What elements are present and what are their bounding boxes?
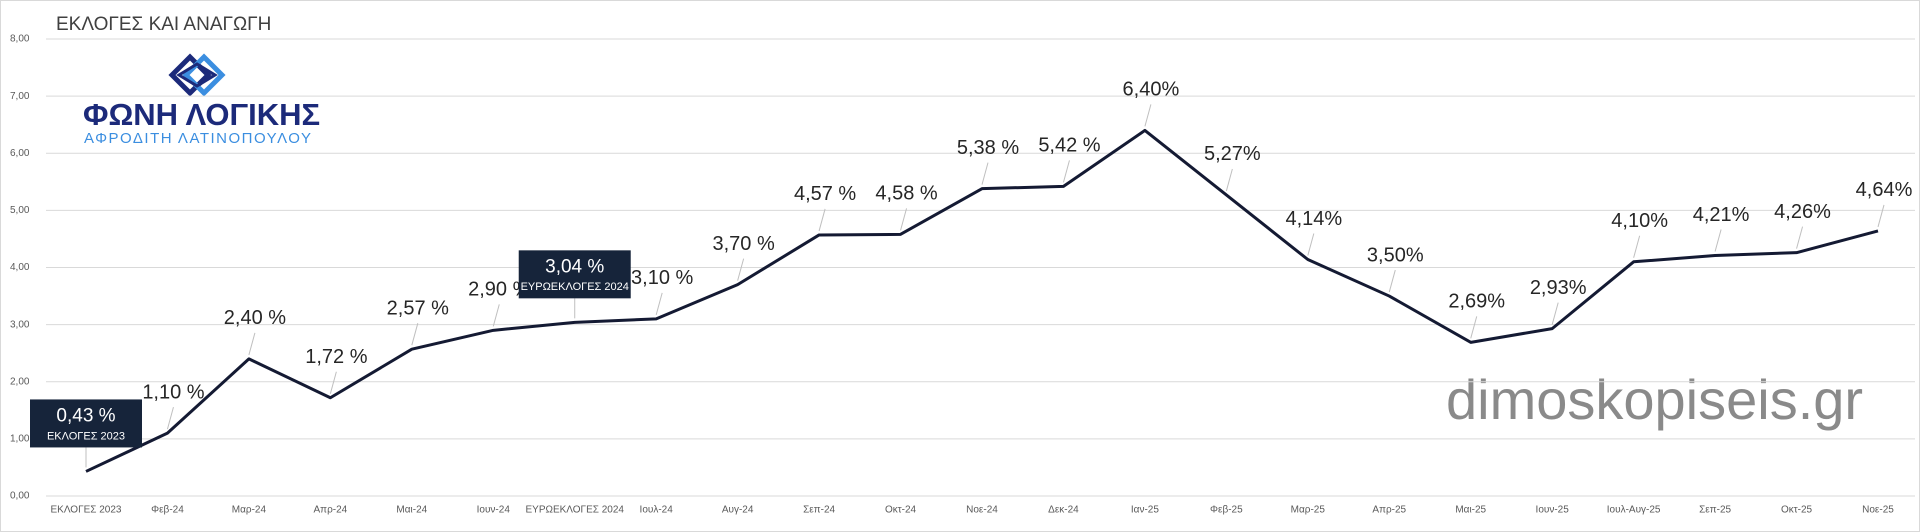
data-label: 4,57 % (794, 183, 856, 205)
data-line (85, 128, 1879, 473)
data-label: 5,38 % (957, 137, 1019, 159)
y-tick-label: 7,00 (10, 91, 30, 102)
x-tick-label: Φεβ-24 (151, 505, 184, 516)
y-tick-label: 2,00 (10, 376, 30, 387)
leader-line (1144, 104, 1152, 127)
x-tick-label: Απρ-24 (314, 505, 348, 516)
x-tick-label: Οκτ-24 (885, 505, 917, 516)
y-tick-label: 0,00 (10, 491, 30, 502)
y-tick-label: 6,00 (10, 148, 30, 159)
y-tick-label: 3,00 (10, 319, 30, 330)
x-tick-label: Ιουν-25 (1536, 505, 1570, 516)
leader-line (492, 304, 500, 327)
x-tick-label: Ιουν-24 (477, 505, 511, 516)
leader-line (166, 407, 174, 430)
data-label: 4,21% (1693, 204, 1750, 226)
x-tick-label: Απρ-25 (1372, 505, 1406, 516)
y-tick-label: 4,00 (10, 262, 30, 273)
x-tick-label: Μαρ-25 (1291, 505, 1326, 516)
x-tick-label: Μαι-24 (396, 505, 427, 516)
logo-subtitle: ΑΦΡΟΔΙΤΗ ΛΑΤΙΝΟΠΟΥΛΟΥ (84, 130, 312, 147)
leader-line (1714, 229, 1722, 252)
leader-line (1388, 269, 1396, 293)
x-tick-label: Ιουλ-24 (640, 505, 674, 516)
data-label: 2,93% (1530, 277, 1587, 299)
leader-line (411, 323, 419, 346)
x-tick-label: Ιουλ-Αυγ-25 (1607, 505, 1661, 516)
leader-line (248, 332, 256, 356)
x-tick-label: Μαρ-24 (232, 505, 267, 516)
data-label: 4,10% (1611, 210, 1668, 232)
logo: ΦΩΝΗ ΛΟΓΙΚΗΣ ΑΦΡΟΔΙΤΗ ΛΑΤΙΝΟΠΟΥΛΟΥ (83, 53, 320, 147)
leader-line (1633, 235, 1641, 258)
leader-line (1307, 233, 1315, 256)
x-tick-label: Δεκ-24 (1048, 505, 1079, 516)
leader-line (1796, 226, 1804, 249)
data-label: 1,72 % (305, 346, 367, 368)
leader-line (1225, 168, 1233, 192)
leader-line (1062, 160, 1070, 183)
data-label: 4,14% (1285, 208, 1342, 230)
leader-line (818, 208, 826, 232)
logo-title: ΦΩΝΗ ΛΟΓΙΚΗΣ (83, 97, 320, 132)
data-label: 5,42 % (1038, 135, 1100, 157)
data-label: 3,70 % (713, 233, 775, 255)
data-label: 4,64% (1856, 179, 1913, 201)
x-tick-label: Σεπ-25 (1699, 505, 1731, 516)
leader-line (329, 371, 337, 394)
data-label: 6,40% (1123, 79, 1180, 101)
x-tick-label: Σεπ-24 (803, 505, 835, 516)
data-label: 3,04 % (545, 256, 604, 277)
x-tick-label: Φεβ-25 (1210, 505, 1243, 516)
x-tick-label: ΕΚΛΟΓΕΣ 2023 (51, 505, 122, 516)
data-label: 2,90 % (468, 279, 530, 301)
chart-title: ΕΚΛΟΓΕΣ ΚΑΙ ΑΝΑΓΩΓΗ (56, 14, 271, 35)
y-tick-label: 1,00 (10, 434, 30, 445)
data-label: 2,40 % (224, 307, 286, 329)
x-tick-label: Ιαν-25 (1131, 505, 1159, 516)
x-tick-label: Μαι-25 (1455, 505, 1486, 516)
leader-line (900, 208, 908, 231)
label-box (30, 399, 142, 448)
x-tick-label: Αυγ-24 (722, 505, 754, 516)
data-label: 4,26% (1774, 201, 1831, 223)
data-note: ΕΥΡΩΕΚΛΟΓΕΣ 2024 (521, 281, 629, 293)
data-label: 0,43 % (56, 405, 115, 426)
leader-line (1470, 316, 1478, 339)
watermark: dimoskopiseis.gr (1446, 368, 1863, 431)
data-label: 3,10 % (631, 267, 693, 289)
data-label: 1,10 % (142, 381, 204, 403)
x-tick-label: Νοε-25 (1862, 505, 1894, 516)
data-label: 2,57 % (387, 297, 449, 319)
x-tick-label: ΕΥΡΩΕΚΛΟΓΕΣ 2024 (525, 505, 624, 516)
data-label: 3,50% (1367, 244, 1424, 266)
data-label: 4,58 % (875, 183, 937, 205)
data-label: 2,69% (1448, 291, 1505, 313)
data-note: ΕΚΛΟΓΕΣ 2023 (47, 430, 125, 442)
x-tick-label: Νοε-24 (966, 505, 998, 516)
leader-line (1877, 204, 1885, 228)
y-tick-label: 8,00 (10, 34, 30, 45)
label-box (518, 250, 631, 299)
leader-line (655, 292, 663, 316)
y-tick-label: 5,00 (10, 205, 30, 216)
leader-line (737, 258, 745, 281)
leader-line (1551, 302, 1559, 325)
x-tick-label: Οκτ-25 (1781, 505, 1813, 516)
data-label: 5,27% (1204, 143, 1261, 165)
leader-line (981, 162, 989, 185)
